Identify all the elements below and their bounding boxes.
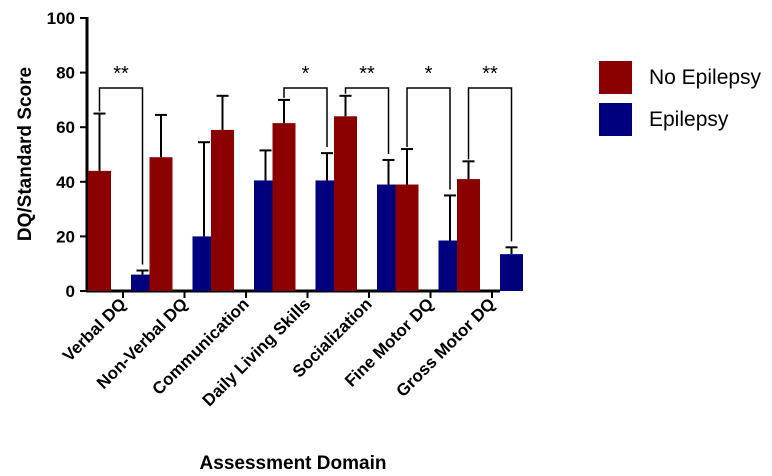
significance-label: * (425, 63, 433, 85)
bar-no-epilepsy (334, 116, 357, 291)
significance-label: ** (359, 63, 375, 85)
y-tick-label: 0 (66, 282, 75, 301)
bar-no-epilepsy (457, 179, 480, 291)
significance-label: ** (482, 63, 498, 85)
significance-bracket (98, 87, 144, 265)
significance-bracket (406, 87, 451, 190)
legend-label: Epilepsy (649, 108, 729, 131)
bar-no-epilepsy (149, 157, 173, 291)
significance-label: * (302, 63, 310, 85)
legend-label: No Epilepsy (649, 66, 762, 89)
y-tick-label: 40 (56, 173, 75, 192)
y-tick-label: 60 (56, 118, 75, 137)
bar-epilepsy (377, 184, 400, 291)
x-tick-label: Daily Living Skills (199, 294, 315, 410)
bar-epilepsy (500, 254, 523, 291)
y-tick-label: 20 (56, 227, 75, 246)
x-axis-title: Assessment Domain (200, 453, 387, 474)
y-axis-title: DQ/Standard Score (15, 67, 36, 241)
significance-label: ** (113, 63, 129, 85)
bar-epilepsy (315, 180, 339, 291)
significance-bracket (467, 87, 513, 242)
bar-no-epilepsy (211, 129, 234, 291)
legend: No Epilepsy Epilepsy (599, 61, 762, 136)
bar-no-epilepsy (88, 170, 111, 291)
bar-epilepsy (131, 274, 154, 291)
significance-bracket (344, 87, 390, 154)
y-tick-label: 100 (47, 9, 75, 28)
bar-epilepsy (254, 180, 277, 291)
bar-no-epilepsy (395, 184, 419, 291)
bar-epilepsy (192, 236, 216, 291)
y-tick-label: 80 (56, 64, 75, 83)
legend-swatch-epilepsy (599, 103, 632, 136)
significance-bracket (283, 87, 328, 148)
bar-no-epilepsy (272, 123, 296, 291)
legend-swatch-no-epilepsy (599, 61, 632, 94)
bar-epilepsy (438, 240, 462, 291)
